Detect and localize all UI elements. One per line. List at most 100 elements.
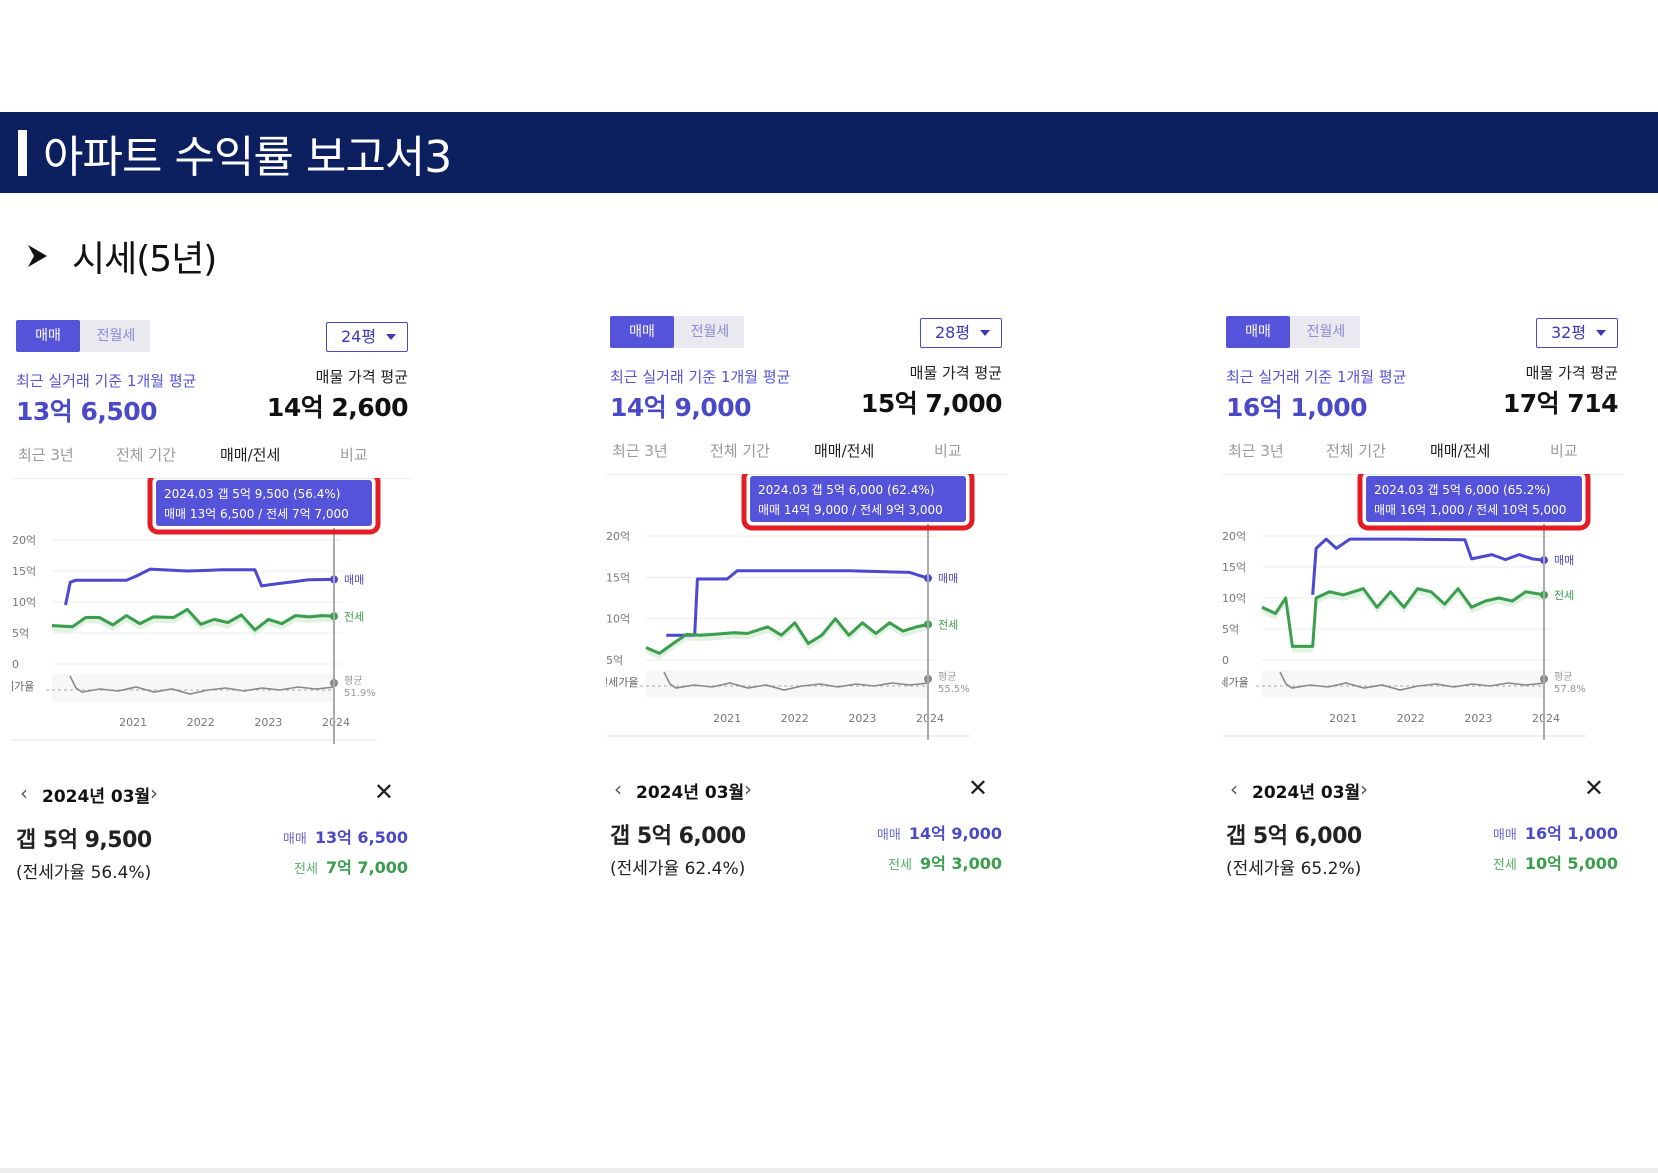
close-icon[interactable]: ✕ [373,778,394,806]
chevron-left-icon[interactable]: ‹ [614,777,622,801]
chevron-left-icon[interactable]: ‹ [1230,777,1238,801]
tab-compare[interactable]: 비교 [934,442,962,460]
tab-all-period[interactable]: 전체 기간 [710,442,770,460]
recent-price-label: 최근 실거래 기준 1개월 평균 [610,368,791,386]
size-select-value: 24평 [341,327,377,346]
jeonse-series-line [645,617,929,655]
recent-price-value: 14억 9,000 [610,393,752,422]
ratio-avg-value: 55.5% [938,684,970,695]
jeonse-summary-label: 전세 [1492,858,1517,873]
ask-price-value: 14억 2,600 [266,393,409,422]
ratio-avg-label: 평균 [938,671,956,683]
jeonse-summary: 전세 10억 5,000 [1493,850,1618,874]
chevron-right-icon[interactable]: › [150,781,158,805]
jeonse-summary-value: 10억 5,000 [1524,854,1618,873]
size-select[interactable]: 28평 [920,318,1002,348]
tab-compare[interactable]: 비교 [1550,442,1578,460]
tab-sale[interactable]: 매매 [16,320,80,352]
tab-compare[interactable]: 비교 [340,446,368,464]
selected-month: 2024년 03월 [636,783,745,803]
size-select[interactable]: 24평 [326,322,408,352]
ratio-series-line [1279,671,1545,691]
recent-price-label: 최근 실거래 기준 1개월 평균 [16,372,197,390]
sale-summary-value: 16억 1,000 [1524,824,1618,843]
x-tick-label: 2024 [916,712,944,725]
ratio-axis-label: 세가율 [12,680,34,693]
ask-price-label: 매물 가격 평균 [909,364,1002,382]
jeonse-range-band [1262,586,1544,653]
y-tick-label: 20억 [606,530,630,543]
sale-summary-label: 매매 [876,828,901,843]
trade-type-tabs: 매매 전월세 [1226,316,1360,348]
tooltip-line-1: 2024.03 갭 5억 6,000 (62.4%) [758,483,934,497]
chevron-right-icon[interactable]: › [1360,777,1368,801]
y-tick-label: 0 [12,658,19,671]
ratio-avg-value: 51.9% [344,688,376,699]
tooltip-box [1366,476,1582,522]
recent-price-value: 13억 6,500 [16,397,158,426]
jeonse-summary-label: 전세 [888,858,912,873]
ratio-series-line [663,671,929,691]
price-panel-32: 매매 전월세 32평 최근 실거래 기준 1개월 평균 16억 1,000 매물… [1222,316,1622,916]
tab-recent-3y[interactable]: 최근 3년 [612,442,668,460]
tooltip-line-1: 2024.03 갭 5억 6,000 (65.2%) [1374,483,1550,497]
ask-price-label: 매물 가격 평균 [315,368,408,386]
sale-summary-label: 매매 [1492,828,1517,843]
chevron-right-icon[interactable]: › [744,777,752,801]
sale-series-line [1311,537,1545,596]
jeonse-summary-label: 전세 [294,862,318,877]
sale-summary: 매매 14억 9,000 [877,820,1002,844]
tab-recent-3y[interactable]: 최근 3년 [18,446,74,464]
month-navigator: ‹ 2024년 03월 › ✕ [12,778,412,808]
tab-rent[interactable]: 전월세 [1306,324,1346,340]
gap-amount: 갭 5억 6,000 [610,824,746,849]
close-icon[interactable]: ✕ [1583,774,1604,802]
range-tabs: 최근 3년 전체 기간 매매/전세 비교 [1222,434,1622,475]
ratio-avg-label: 평균 [1554,671,1572,683]
tab-sale-jeonse[interactable]: 매매/전세 [220,446,281,464]
jeonse-series-line [1261,587,1545,648]
recent-price-value: 16억 1,000 [1226,393,1368,422]
tab-sale[interactable]: 매매 [1226,316,1290,348]
close-icon[interactable]: ✕ [967,774,988,802]
tab-rent[interactable]: 전월세 [96,328,136,344]
tab-rent[interactable]: 전월세 [690,324,730,340]
size-select[interactable]: 32평 [1536,318,1618,348]
tab-all-period[interactable]: 전체 기간 [1326,442,1386,460]
sale-summary-value: 13억 6,500 [314,828,408,847]
tab-sale[interactable]: 매매 [610,316,674,348]
tab-recent-3y[interactable]: 최근 3년 [1228,442,1284,460]
caret-down-icon [980,330,990,336]
tooltip-line-2: 매매 13억 6,500 / 전세 7억 7,000 [164,507,349,521]
ratio-series-line [69,675,335,695]
selected-month: 2024년 03월 [42,787,151,807]
jeonse-range-band [646,616,928,660]
x-tick-label: 2021 [1329,712,1357,725]
trade-type-tabs: 매매 전월세 [16,320,150,352]
jeonse-summary: 전세 7억 7,000 [294,854,408,878]
jeonse-ratio: (전세가율 56.4%) [16,863,152,883]
tab-sale-jeonse[interactable]: 매매/전세 [814,442,875,460]
caret-down-icon [1596,330,1606,336]
y-tick-label: 15억 [12,565,36,578]
month-navigator: ‹ 2024년 03월 › ✕ [606,774,1006,804]
y-tick-label: 5억 [12,627,29,640]
gap-amount: 갭 5억 6,000 [1226,824,1362,849]
ratio-strip-bg [646,670,928,698]
caret-down-icon [386,334,396,340]
chevron-left-icon[interactable]: ‹ [20,781,28,805]
x-tick-label: 2023 [1464,712,1492,725]
tooltip-line-1: 2024.03 갭 5억 9,500 (56.4%) [164,487,340,501]
recent-price-label: 최근 실거래 기준 1개월 평균 [1226,368,1407,386]
sale-summary: 매매 13억 6,500 [283,824,408,848]
tab-sale-jeonse[interactable]: 매매/전세 [1430,442,1491,460]
tooltip-box [750,476,966,522]
selected-month: 2024년 03월 [1252,783,1361,803]
x-tick-label: 2024 [1532,712,1560,725]
arrow-bullet-icon [28,245,47,267]
tab-all-period[interactable]: 전체 기간 [116,446,176,464]
x-tick-label: 2023 [848,712,876,725]
